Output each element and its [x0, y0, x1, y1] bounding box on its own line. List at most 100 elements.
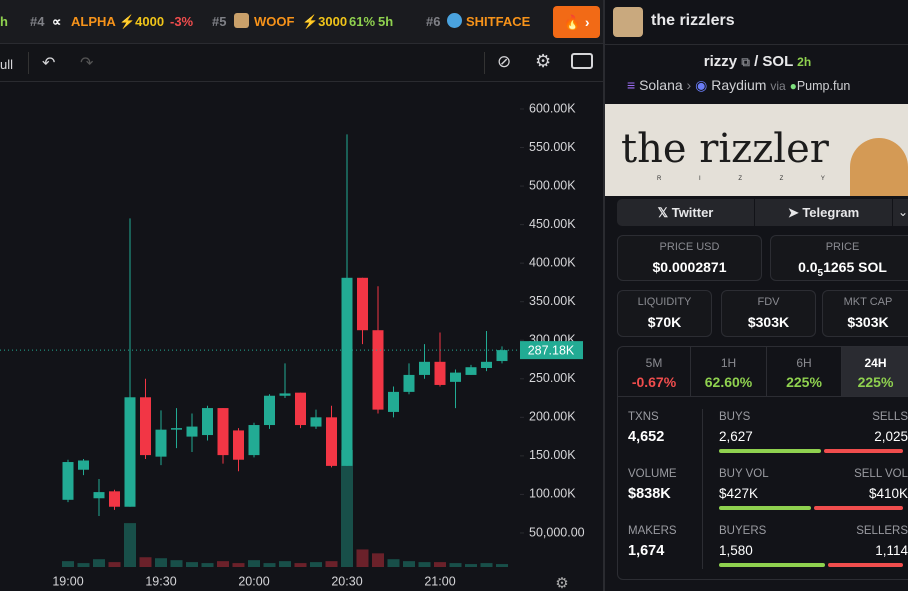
period-change: -0.67% [631, 374, 677, 390]
link-label: Twitter [671, 205, 714, 220]
candle-body [403, 374, 415, 392]
zeros: 5 [817, 267, 824, 279]
volume-bar [124, 523, 136, 567]
divider [605, 44, 908, 45]
volume-bar [77, 563, 90, 567]
sell-share-bar [828, 563, 903, 567]
candle-body [124, 397, 136, 507]
compare[interactable]: ⊘ [497, 52, 512, 71]
period-change: 225% [786, 374, 822, 390]
telegram-link[interactable]: ➤ Telegram [755, 199, 892, 226]
label: MKT CAP [843, 296, 893, 308]
buy-share-bar [719, 449, 822, 453]
stat-value: 1,580 [719, 543, 753, 558]
pair-row: rizzy ⧉ / SOL 2h [703, 53, 812, 70]
period-change: 62.60% [704, 374, 753, 390]
period-tab[interactable]: 24H 225% [842, 347, 908, 397]
candle-body [264, 395, 275, 426]
period-tab[interactable]: 5M -0.67% [618, 347, 691, 397]
volume-bar [480, 563, 493, 567]
label: LIQUIDITY [637, 296, 692, 308]
candle-body [186, 426, 198, 437]
x-tick-label: 20:00 [238, 574, 269, 588]
price-usd-card: PRICE USD $0.0002871 [617, 235, 762, 281]
twitter-link[interactable]: 𝕏 Twitter [617, 199, 754, 226]
stat-value: 1,114 [875, 543, 908, 558]
period-tab[interactable]: 1H 62.60% [691, 347, 767, 397]
age: 5h [378, 14, 394, 29]
candle-body [217, 408, 229, 456]
volume-bar [325, 561, 338, 567]
candle-body [279, 393, 291, 396]
chain[interactable]: Solana [639, 77, 683, 93]
rest: 1265 SOL [823, 259, 887, 275]
header-title: the rizzlers [651, 12, 735, 29]
volume-bar [217, 561, 229, 567]
stat-value: $427K [719, 486, 759, 501]
redo[interactable]: ↷ [80, 55, 94, 72]
candle-body [434, 361, 446, 385]
x-tick-label: 19:00 [52, 574, 83, 588]
y-tick-label: 100.00K [529, 487, 576, 501]
stat-value: 2,627 [719, 429, 753, 444]
undo[interactable]: ↶ [42, 55, 56, 72]
token-name[interactable]: SHITFACE [466, 14, 531, 29]
volume-bar [496, 564, 508, 567]
trending-button[interactable]: 🔥 › [553, 6, 600, 38]
volume-bar [310, 562, 322, 567]
volume-bar [93, 559, 105, 567]
volume-bar [248, 560, 260, 567]
candle-body [109, 491, 120, 507]
candle-body [326, 417, 337, 466]
candle-body [496, 350, 508, 362]
period-label: 1H [720, 356, 737, 370]
period-tab[interactable]: 6H 225% [767, 347, 842, 397]
sep: / [754, 53, 759, 70]
candle-body [481, 361, 492, 368]
change: 61% [349, 14, 376, 29]
change: -3% [170, 14, 194, 29]
launchpad[interactable]: Pump.fun [796, 79, 851, 93]
volume-bar [62, 561, 74, 567]
banner-subtitle: R I Z Z Y [657, 176, 843, 182]
candle-body [419, 361, 430, 375]
snapshot[interactable] [571, 53, 593, 69]
stat-label: SELLERS [856, 525, 908, 537]
token-name[interactable]: ALPHA [71, 14, 116, 29]
icon: ∝ [52, 14, 62, 29]
via: via [770, 79, 786, 93]
y-tick-label: 600.00K [529, 101, 576, 115]
stat-label: TXNS [628, 411, 659, 423]
candle-body [140, 397, 151, 456]
candle-body [310, 417, 322, 427]
candle-body [248, 425, 260, 456]
toolbar-label[interactable]: ull [0, 57, 14, 72]
banner-dog [850, 138, 908, 196]
candle-body [233, 430, 244, 460]
candle-body [295, 392, 306, 426]
volume-bar [108, 562, 121, 567]
sell-share-bar [814, 506, 903, 510]
token-name[interactable]: WOOF [254, 14, 295, 29]
volume-bar [294, 563, 307, 567]
settings[interactable]: ⚙ [535, 51, 552, 71]
stat-label: BUY VOL [719, 468, 769, 480]
candle-body [357, 277, 368, 331]
stat-label: SELLS [872, 411, 908, 423]
last-price-label: 287.18K [528, 343, 575, 357]
more-links[interactable]: ⌄ [893, 199, 908, 226]
stat-value: 1,674 [628, 543, 665, 559]
y-tick-label: 350.00K [529, 294, 576, 308]
stat-value: 2,025 [874, 429, 908, 444]
volume-bar [449, 563, 462, 567]
banner: the rizzler R I Z Z Y [605, 104, 908, 196]
dex[interactable]: Raydium [711, 77, 767, 93]
y-tick-label: 50,000.00 [529, 525, 585, 539]
boost: ⚡4000 [119, 14, 165, 29]
chart-toolbar: ull ↶ ↷ ⊘ ⚙ [0, 44, 603, 82]
icon [447, 13, 462, 28]
x-tick-label: 21:00 [424, 574, 455, 588]
volume-bar [155, 558, 167, 567]
volume-bar [434, 562, 446, 567]
chain-row: ≡ Solana › ◉ Raydium via ●Pump.fun [627, 77, 851, 93]
